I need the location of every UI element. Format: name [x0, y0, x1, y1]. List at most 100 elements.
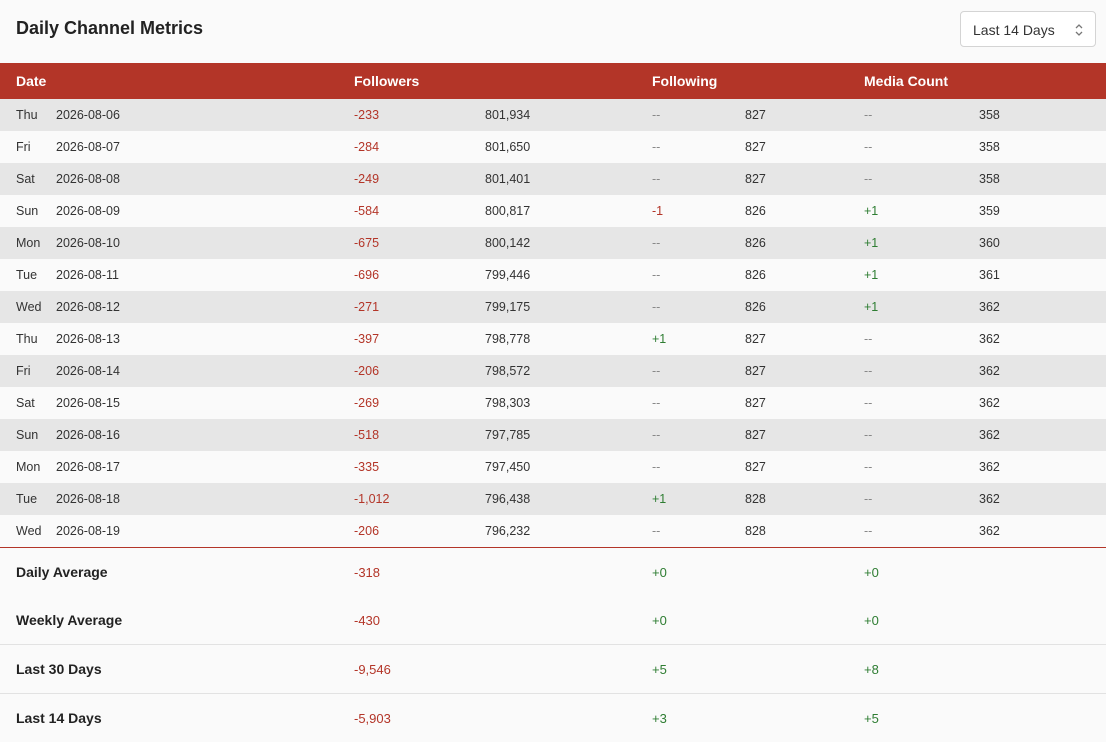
summary-followers-value: -430 — [354, 613, 381, 628]
cell-media-change: -- — [864, 172, 873, 186]
cell-following-change: -- — [652, 524, 661, 538]
table-row: Tue 2026-08-11 -696 799,446 -- 826 +1 361 — [0, 259, 1106, 291]
cell-date: 2026-08-16 — [56, 428, 120, 442]
table-row: Tue 2026-08-18 -1,012 796,438 +1 828 -- 362 — [0, 483, 1106, 515]
cell-media-change: -- — [864, 140, 873, 154]
cell-media-change: -- — [864, 364, 873, 378]
table-row: Mon 2026-08-10 -675 800,142 -- 826 +1 360 — [0, 227, 1106, 259]
summary-section: Daily Average -318 +0 +0 Weekly Average -430 +… — [0, 548, 1106, 742]
column-header-date[interactable]: Date — [16, 73, 47, 89]
summary-label: Daily Average — [16, 564, 108, 580]
summary-following-value: +5 — [652, 662, 667, 677]
cell-followers-total: 798,778 — [485, 332, 531, 346]
cell-day: Thu — [16, 108, 38, 122]
column-header-media-count[interactable]: Media Count — [864, 73, 948, 89]
cell-following-total: 827 — [745, 460, 766, 474]
date-range-select[interactable]: Last 14 Days — [960, 11, 1096, 47]
cell-followers-change: -271 — [354, 300, 380, 314]
cell-followers-change: -518 — [354, 428, 380, 442]
cell-following-total: 828 — [745, 524, 766, 538]
cell-media-total: 362 — [979, 364, 1000, 378]
cell-following-change: -- — [652, 268, 661, 282]
table-row: Sat 2026-08-15 -269 798,303 -- 827 -- 362 — [0, 387, 1106, 419]
summary-row: Weekly Average -430 +0 +0 — [0, 596, 1106, 644]
cell-media-change: +1 — [864, 204, 879, 218]
cell-followers-total: 801,401 — [485, 172, 531, 186]
cell-followers-change: -233 — [354, 108, 380, 122]
cell-media-change: -- — [864, 492, 873, 506]
cell-date: 2026-08-13 — [56, 332, 120, 346]
cell-followers-total: 799,175 — [485, 300, 531, 314]
cell-followers-change: -284 — [354, 140, 380, 154]
cell-day: Tue — [16, 492, 38, 506]
cell-day: Thu — [16, 332, 38, 346]
cell-followers-total: 801,934 — [485, 108, 531, 122]
cell-following-total: 827 — [745, 332, 766, 346]
cell-media-total: 361 — [979, 268, 1000, 282]
cell-day: Sat — [16, 172, 35, 186]
cell-media-total: 358 — [979, 108, 1000, 122]
cell-following-total: 827 — [745, 172, 766, 186]
cell-date: 2026-08-08 — [56, 172, 120, 186]
cell-following-total: 827 — [745, 428, 766, 442]
cell-followers-total: 800,142 — [485, 236, 531, 250]
cell-followers-total: 801,650 — [485, 140, 531, 154]
cell-media-change: -- — [864, 332, 873, 346]
cell-followers-change: -397 — [354, 332, 380, 346]
cell-followers-total: 797,785 — [485, 428, 531, 442]
cell-following-change: -- — [652, 172, 661, 186]
summary-label: Weekly Average — [16, 612, 123, 628]
cell-date: 2026-08-07 — [56, 140, 120, 154]
cell-followers-total: 800,817 — [485, 204, 531, 218]
cell-day: Sat — [16, 396, 35, 410]
cell-day: Sun — [16, 428, 39, 442]
cell-followers-total: 799,446 — [485, 268, 531, 282]
cell-following-total: 827 — [745, 140, 766, 154]
cell-day: Mon — [16, 460, 41, 474]
column-header-following[interactable]: Following — [652, 73, 718, 89]
cell-media-total: 362 — [979, 460, 1000, 474]
page-header: Daily Channel Metrics Last 14 Days — [0, 0, 1106, 63]
cell-following-change: -- — [652, 428, 661, 442]
summary-label: Last 30 Days — [16, 661, 102, 677]
cell-date: 2026-08-17 — [56, 460, 120, 474]
cell-date: 2026-08-12 — [56, 300, 120, 314]
cell-media-total: 358 — [979, 172, 1000, 186]
cell-followers-total: 797,450 — [485, 460, 531, 474]
column-header-followers[interactable]: Followers — [354, 73, 420, 89]
cell-date: 2026-08-09 — [56, 204, 120, 218]
cell-following-change: -- — [652, 300, 661, 314]
table-row: Wed 2026-08-12 -271 799,175 -- 826 +1 362 — [0, 291, 1106, 323]
summary-divider — [0, 693, 1106, 694]
cell-following-total: 826 — [745, 268, 766, 282]
cell-day: Wed — [16, 300, 42, 314]
summary-label: Last 14 Days — [16, 710, 102, 726]
table-row: Sun 2026-08-16 -518 797,785 -- 827 -- 362 — [0, 419, 1106, 451]
table-row: Thu 2026-08-06 -233 801,934 -- 827 -- 358 — [0, 99, 1106, 131]
cell-following-total: 827 — [745, 364, 766, 378]
table-row: Fri 2026-08-07 -284 801,650 -- 827 -- 358 — [0, 131, 1106, 163]
cell-following-change: +1 — [652, 332, 667, 346]
table-row: Thu 2026-08-13 -397 798,778 +1 827 -- 362 — [0, 323, 1106, 355]
cell-followers-total: 796,438 — [485, 492, 531, 506]
table-row: Fri 2026-08-14 -206 798,572 -- 827 -- 362 — [0, 355, 1106, 387]
cell-following-change: -- — [652, 460, 661, 474]
cell-followers-total: 796,232 — [485, 524, 531, 538]
cell-followers-change: -584 — [354, 204, 380, 218]
cell-day: Tue — [16, 268, 38, 282]
cell-media-total: 362 — [979, 524, 1000, 538]
cell-following-total: 827 — [745, 108, 766, 122]
cell-date: 2026-08-15 — [56, 396, 120, 410]
cell-date: 2026-08-14 — [56, 364, 120, 378]
cell-day: Sun — [16, 204, 39, 218]
summary-following-value: +0 — [652, 565, 667, 580]
cell-following-change: -- — [652, 236, 661, 250]
summary-media-value: +0 — [864, 565, 879, 580]
summary-row: Daily Average -318 +0 +0 — [0, 548, 1106, 596]
cell-media-total: 362 — [979, 492, 1000, 506]
cell-media-change: +1 — [864, 236, 879, 250]
summary-row: Last 30 Days -9,546 +5 +8 — [0, 645, 1106, 693]
table-summary-divider — [0, 547, 1106, 548]
cell-day: Fri — [16, 364, 31, 378]
cell-followers-change: -335 — [354, 460, 380, 474]
